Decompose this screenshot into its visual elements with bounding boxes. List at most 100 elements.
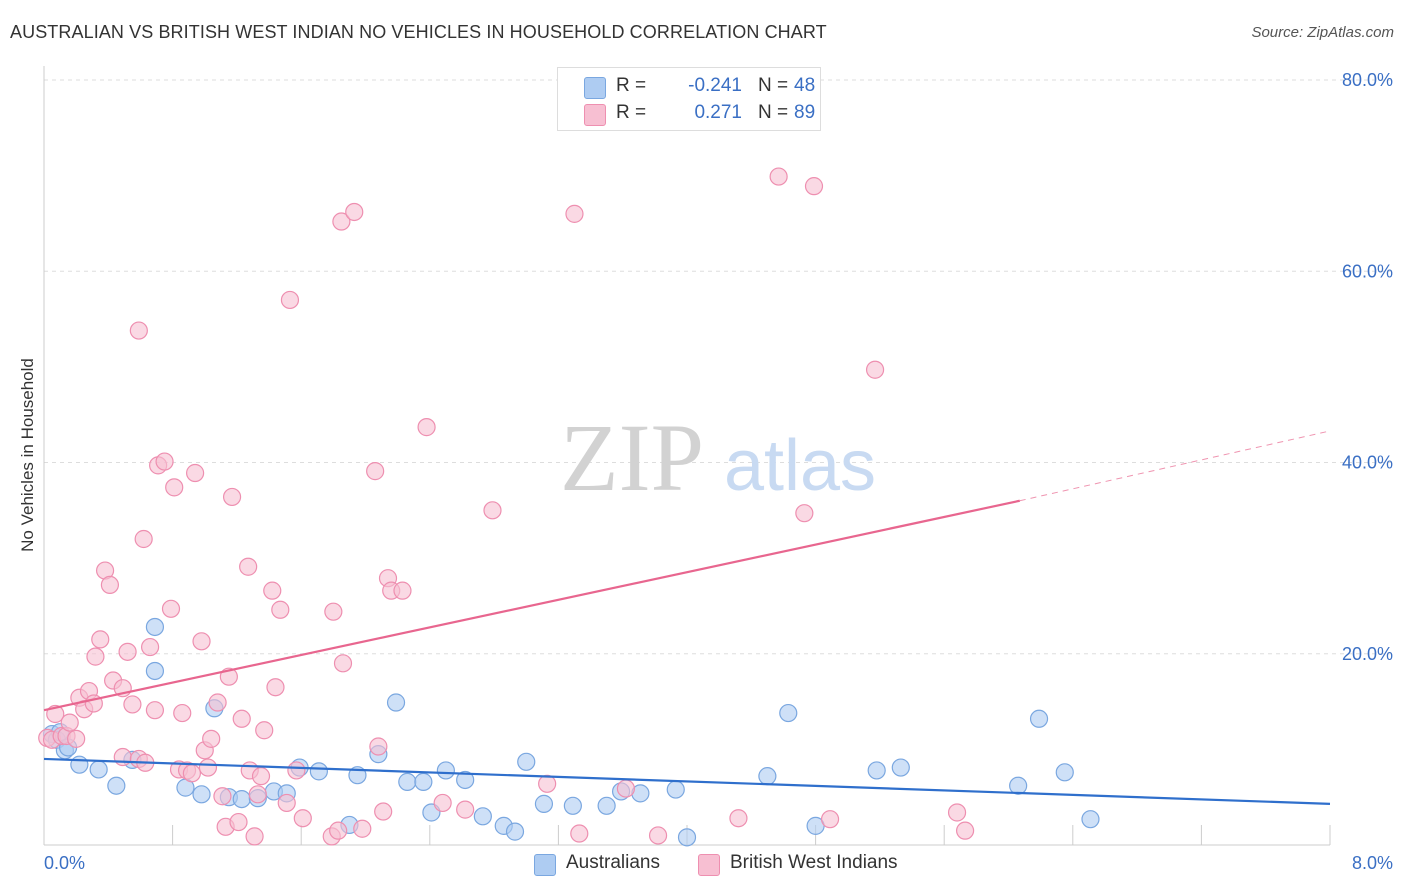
stats-legend: R = -0.241 N = 48 R = 0.271 N = 89 (557, 67, 821, 131)
series-swatch-blue (534, 854, 556, 876)
british-west-indian-point (570, 824, 589, 843)
british-west-indian-point (232, 709, 251, 728)
british-west-indian-point (229, 812, 248, 832)
british-west-indian-point (769, 167, 788, 186)
british-west-indian-point (245, 827, 264, 846)
australian-point (758, 767, 777, 786)
australian-point (867, 761, 886, 780)
british-west-indians-trend-line (43, 499, 1020, 712)
british-west-indian-point (393, 581, 412, 600)
tick-labels: 20.0% 40.0% 60.0% 80.0% 0.0% 8.0% (44, 70, 1393, 873)
british-west-indian-point (729, 809, 748, 828)
british-west-indian-point (266, 678, 285, 697)
british-west-indian-point (155, 452, 174, 471)
chart-title: AUSTRALIAN VS BRITISH WEST INDIAN NO VEH… (10, 22, 827, 42)
legend-swatch-blue (584, 77, 606, 99)
british-west-indian-point (565, 204, 584, 223)
australian-point (398, 772, 417, 791)
australian-point (517, 752, 536, 771)
legend-n-label: N = (758, 102, 789, 123)
british-west-indian-point (222, 487, 242, 507)
british-west-indian-point (60, 713, 79, 732)
british-west-indian-point (271, 600, 290, 619)
australian-point (414, 772, 433, 791)
australian-point (1029, 709, 1049, 728)
british-west-indian-point (165, 478, 184, 497)
australian-point (563, 796, 582, 815)
australian-point (145, 617, 165, 637)
y-tick-label: 60.0% (1342, 261, 1393, 281)
australian-point (505, 822, 525, 841)
british-west-indian-point (483, 501, 502, 520)
british-west-indian-point (820, 810, 840, 829)
british-west-indian-point (248, 785, 267, 804)
british-west-indian-point (86, 647, 105, 666)
british-west-indian-point (91, 630, 110, 649)
australian-point (534, 794, 554, 813)
australian-point (89, 760, 108, 779)
british-west-indian-point (433, 793, 452, 813)
chart-source: Source: ZipAtlas.com (1251, 24, 1394, 41)
y-tick-label: 40.0% (1342, 453, 1393, 473)
series-legend: Australians British West Indians (0, 852, 1406, 878)
british-west-indian-point (353, 819, 372, 838)
british-west-indian-point (140, 637, 160, 657)
legend-r-label: R = (616, 75, 647, 96)
british-west-indian-point (366, 462, 385, 481)
british-west-indian-point (239, 557, 258, 576)
watermark: ZIP atlas (560, 404, 876, 511)
series-swatch-pink (698, 854, 720, 876)
series-label: Australians (566, 852, 660, 873)
british-west-indian-point (202, 729, 221, 748)
british-west-indian-point (145, 701, 165, 720)
british-west-indian-point (251, 767, 271, 786)
australian-point (456, 770, 475, 790)
legend-r-value: -0.241 (688, 75, 742, 96)
british-west-indian-point (329, 821, 348, 840)
british-west-indian-point (795, 504, 814, 523)
x-tick-label: 0.0% (44, 853, 85, 873)
british-west-indian-point (198, 758, 218, 777)
british-west-indian-point (293, 809, 312, 828)
british-west-indian-point (280, 290, 300, 310)
australian-point (666, 780, 685, 799)
australian-point (145, 661, 165, 681)
british-west-indian-point (161, 599, 181, 618)
british-west-indian-point (538, 774, 557, 793)
british-west-indian-point (648, 826, 668, 845)
british-west-indian-point (186, 463, 205, 483)
british-west-indian-point (369, 737, 388, 756)
australian-point (1055, 763, 1074, 782)
legend-r-value: 0.271 (694, 102, 742, 123)
british-west-indian-point (955, 821, 975, 840)
australian-point (473, 807, 492, 826)
y-tick-label: 20.0% (1342, 644, 1393, 664)
british-west-indian-point (123, 695, 142, 714)
australian-point (779, 703, 798, 723)
british-west-indian-point (255, 721, 274, 740)
british-west-indian-point (456, 800, 475, 819)
british-west-indian-point (213, 787, 232, 806)
trend-lines (43, 430, 1331, 805)
australian-point (597, 796, 616, 815)
australian-point (677, 828, 697, 847)
x-tick-label: 8.0% (1352, 853, 1393, 873)
australian-point (192, 785, 211, 804)
australian-point (1081, 810, 1100, 829)
british-west-indian-point (263, 581, 282, 600)
british-west-indian-point (374, 802, 393, 821)
australians-trend-line (43, 757, 1331, 805)
british-west-indian-point (287, 761, 306, 780)
australian-point (386, 693, 406, 712)
british-west-indian-point (333, 654, 353, 673)
british-west-indian-point (332, 212, 351, 231)
watermark-atlas: atlas (724, 426, 876, 506)
british-west-indian-point (324, 602, 343, 621)
british-west-indian-point (208, 693, 227, 712)
british-west-indian-point (865, 360, 885, 379)
australian-point (309, 762, 328, 781)
data-points (38, 167, 1100, 847)
legend-r-label: R = (616, 102, 647, 123)
british-west-indian-point (277, 793, 296, 813)
